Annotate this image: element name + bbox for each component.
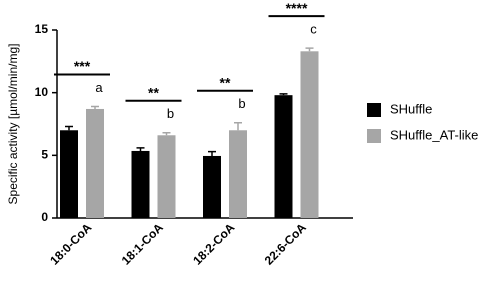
y-axis-label: Specific activity [µmol/min/mg] [6, 44, 20, 205]
x-tick-label: 18:0-CoA [47, 220, 94, 267]
x-tick-label: 18:2-CoA [190, 220, 237, 267]
error-bar [234, 121, 242, 131]
error-bar [65, 125, 73, 131]
legend-swatch [367, 103, 381, 117]
error-bar [91, 105, 99, 109]
error-bar [162, 132, 171, 136]
legend-label: SHuffle [390, 101, 432, 116]
error-bar [208, 150, 216, 156]
group-letter: a [95, 80, 103, 95]
y-tick-label: 15 [35, 22, 49, 36]
bar [131, 150, 150, 218]
y-tick-label: 10 [35, 85, 49, 99]
bar [86, 108, 104, 218]
group-letter: c [310, 22, 317, 37]
y-tick-label: 0 [41, 210, 48, 224]
bar [300, 51, 319, 218]
error-bar [136, 147, 145, 151]
significance-stars: *** [74, 58, 91, 74]
significance-stars: ** [148, 84, 159, 100]
significance-stars: ** [220, 74, 231, 90]
bar [274, 95, 293, 218]
bar [157, 135, 176, 218]
y-tick-label: 5 [41, 148, 48, 162]
legend-swatch [367, 129, 381, 143]
significance-stars: **** [286, 0, 308, 16]
group-letter: b [167, 106, 174, 121]
error-bar [279, 93, 288, 96]
bar [60, 130, 78, 218]
error-bar [305, 47, 314, 52]
x-tick-label: 22:6-CoA [262, 220, 309, 267]
x-tick-label: 18:1-CoA [119, 220, 166, 267]
legend-label: SHuffle_AT-like [390, 127, 478, 142]
bar [203, 155, 221, 218]
bar [229, 130, 247, 218]
group-letter: b [238, 96, 245, 111]
